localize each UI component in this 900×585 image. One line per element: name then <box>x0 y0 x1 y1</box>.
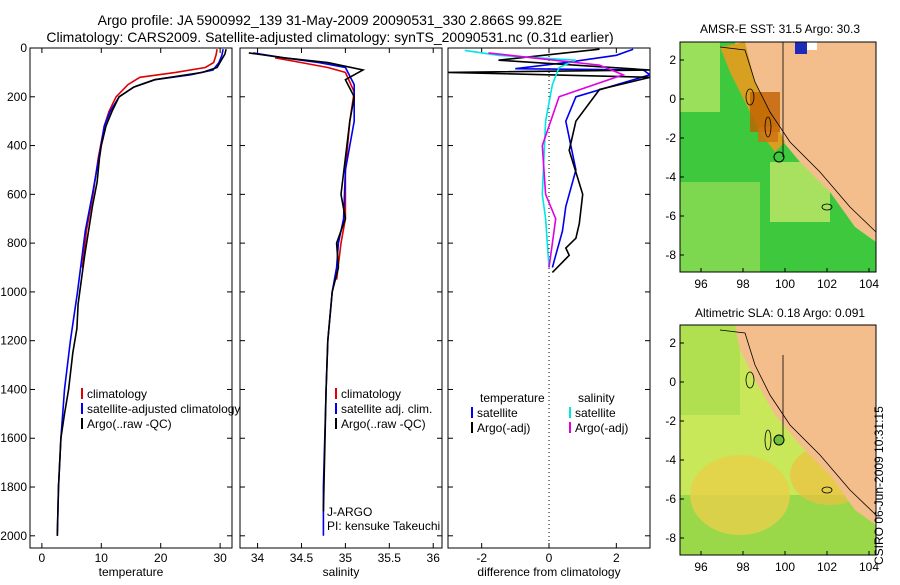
y-tick-label: 600 <box>7 187 27 201</box>
y-tick-label: 800 <box>7 236 27 250</box>
profile-plots: 0 10 20 30020040060080010001200140016001800… <box>0 41 651 579</box>
x-tick-label: 10 <box>95 551 109 565</box>
y-tick-label: 200 <box>7 90 27 104</box>
x-axis-label: salinity <box>323 565 360 579</box>
map-x-tick-label: 98 <box>736 560 750 574</box>
map-x-tick-label: 104 <box>859 277 879 291</box>
map-sst-title: AMSR-E SST: 31.5 Argo: 30.3 <box>699 22 861 36</box>
series-line-black <box>448 48 650 273</box>
map-y-tick-label: 2 <box>669 53 676 67</box>
series-line-blue <box>56 49 224 536</box>
x-tick-label: 30 <box>213 551 227 565</box>
map-y-tick-label: -4 <box>665 453 676 467</box>
y-tick-label: 400 <box>7 139 27 153</box>
x-axis-label: difference from climatology <box>477 565 620 579</box>
legend-entry: Argo(-adj) <box>477 421 530 435</box>
legend-entry: Argo(-adj) <box>575 421 628 435</box>
series-line-black <box>248 52 366 512</box>
panel-frame <box>29 47 233 549</box>
legend-entry: satellite <box>477 406 518 420</box>
map-x-tick-label: 102 <box>817 277 837 291</box>
map-x-tick-label: 96 <box>694 277 708 291</box>
map-sla: 96 98 100 102 104 2 0 -2 -4 -6 -8 <box>665 324 879 574</box>
chart-title-line1: Argo profile: JA 5900992_139 31-May-2009… <box>97 12 563 28</box>
annotation-text: J-ARGO <box>327 505 372 519</box>
x-tick-label: 2 <box>613 551 620 565</box>
legend-entry: satellite-adjusted climatology <box>87 402 240 416</box>
legend-entry: climatology <box>341 387 401 401</box>
map-y-tick-label: -2 <box>665 131 676 145</box>
legend-entry: satellite <box>575 406 616 420</box>
legend-entry: Argo(..raw -QC) <box>87 417 172 431</box>
y-tick-label: 0 <box>20 41 27 55</box>
series-line-black <box>56 49 227 536</box>
y-tick-label: 1800 <box>0 480 27 494</box>
map-y-tick-label: 0 <box>669 375 676 389</box>
x-tick-label: 0 <box>546 551 553 565</box>
y-tick-label: 1600 <box>0 431 27 445</box>
legend-entry: temperature <box>480 391 545 405</box>
map-x-tick-label: 98 <box>736 277 750 291</box>
y-tick-label: 1400 <box>0 382 27 396</box>
x-tick-label: 34.5 <box>290 551 314 565</box>
x-tick-label: -2 <box>476 551 487 565</box>
map-y-tick-label: 0 <box>669 92 676 106</box>
map-x-tick-label: 100 <box>775 277 795 291</box>
x-tick-label: 0 <box>39 551 46 565</box>
x-tick-label: 34 <box>251 551 265 565</box>
annotation-text: PI: kensuke Takeuchi <box>327 519 440 533</box>
y-tick-label: 1000 <box>0 285 27 299</box>
x-tick-label: 35.5 <box>378 551 402 565</box>
y-tick-label: 2000 <box>0 529 27 543</box>
map-x-tick-label: 100 <box>775 560 795 574</box>
map-sst: 96 98 100 102 104 2 0 -2 -4 -6 -8 <box>665 41 879 291</box>
map-sla-title: Altimetric SLA: 0.18 Argo: 0.091 <box>694 306 866 320</box>
map-y-tick-label: 2 <box>669 336 676 350</box>
map-x-tick-label: 102 <box>817 560 837 574</box>
series-line-magenta <box>488 52 626 268</box>
x-tick-label: 35 <box>339 551 353 565</box>
legend-entry: climatology <box>87 387 147 401</box>
panel-frame <box>239 47 443 549</box>
map-y-tick-label: -2 <box>665 414 676 428</box>
profile-panel-1: 34 34.5 35 35.5 36 salinity climatologysatelli… <box>239 47 443 579</box>
x-axis-label: temperature <box>99 565 164 579</box>
y-tick-label: 1200 <box>0 334 27 348</box>
map-y-tick-label: -4 <box>665 170 676 184</box>
x-tick-label: 20 <box>154 551 168 565</box>
timestamp-label: CSIRO 06-Jun-2009 10:31:15 <box>872 406 886 565</box>
legend-entry: Argo(..raw -QC) <box>341 417 426 431</box>
legend-entry: salinity <box>578 391 615 405</box>
map-y-tick-label: -6 <box>665 492 676 506</box>
profile-panel-0: 0 10 20 30 0 200 400 600 800 1000 1200 1400 1600 1800… <box>0 41 240 579</box>
map-y-tick-label: -8 <box>665 531 676 545</box>
map-y-tick-label: -8 <box>665 248 676 262</box>
map-y-tick-label: -6 <box>665 209 676 223</box>
x-tick-label: 36 <box>427 551 441 565</box>
map-x-tick-label: 104 <box>859 560 879 574</box>
legend-entry: satellite adj. clim. <box>341 402 432 416</box>
map-x-tick-label: 96 <box>694 560 708 574</box>
chart-title-line2: Climatology: CARS2009. Satellite-adjuste… <box>46 29 614 45</box>
